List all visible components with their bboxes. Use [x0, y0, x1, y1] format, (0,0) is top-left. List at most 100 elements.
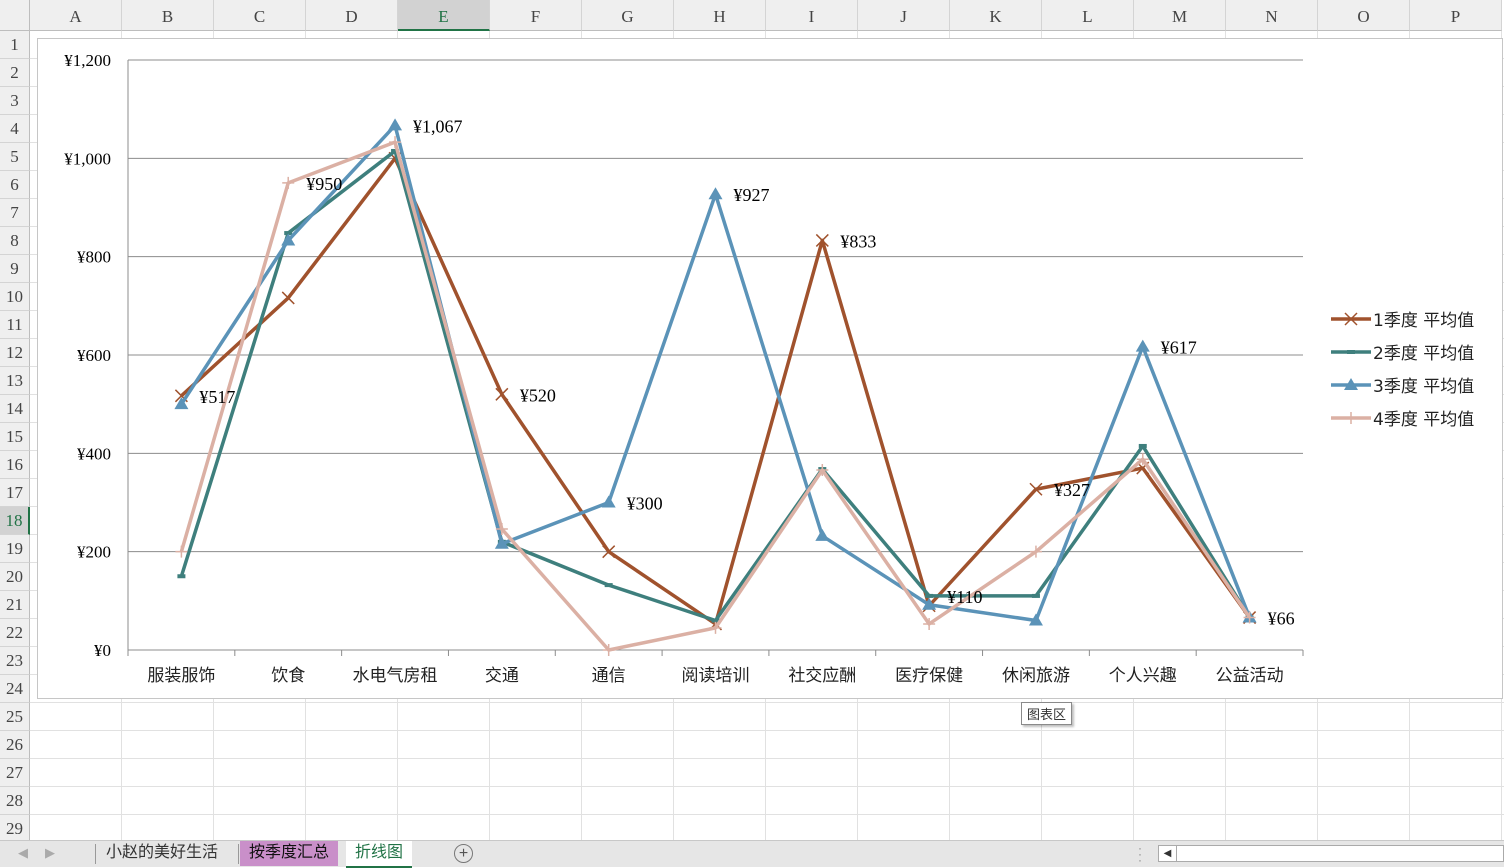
data-point-q3 [708, 187, 723, 200]
sheet-tab-line-chart[interactable]: 折线图 [346, 841, 413, 868]
data-label: ¥1,067 [413, 116, 463, 136]
sheet-tab-xiaozhao[interactable]: 小赵的美好生活 [106, 844, 219, 861]
row-header-11[interactable]: 11 [0, 311, 30, 339]
x-tick-label: 社交应酬 [788, 666, 856, 686]
row-header-1[interactable]: 1 [0, 31, 30, 59]
sheet-tab-quarterly-summary[interactable]: 按季度汇总 [240, 841, 339, 866]
column-header-K[interactable]: K [950, 0, 1042, 31]
row-header-26[interactable]: 26 [0, 731, 30, 759]
data-point-q1 [281, 291, 295, 305]
row-header-23[interactable]: 23 [0, 647, 30, 675]
data-label: ¥66 [1268, 609, 1295, 629]
column-header-E[interactable]: E [398, 0, 490, 31]
row-header-12[interactable]: 12 [0, 339, 30, 367]
row-header-10[interactable]: 10 [0, 283, 30, 311]
row-header-19[interactable]: 19 [0, 535, 30, 563]
data-label: ¥617 [1161, 338, 1197, 358]
triangle-left-icon[interactable]: ◀ [1159, 846, 1177, 861]
row-header-27[interactable]: 27 [0, 759, 30, 787]
x-tick-label: 阅读培训 [682, 666, 750, 686]
data-point-q4 [389, 136, 402, 149]
legend-marker-q4 [1345, 412, 1357, 424]
column-header-N[interactable]: N [1226, 0, 1318, 31]
data-point-q4 [709, 621, 722, 634]
y-tick-label: ¥200 [77, 543, 111, 562]
x-tick-label: 休闲旅游 [1002, 666, 1070, 686]
x-tick-label: 通信 [592, 666, 626, 686]
y-tick-label: ¥600 [77, 346, 111, 365]
row-header-8[interactable]: 8 [0, 227, 30, 255]
data-point-q4 [1029, 545, 1042, 558]
data-point-q3 [1028, 613, 1043, 626]
y-tick-label: ¥800 [77, 248, 111, 267]
data-point-q4 [602, 644, 615, 656]
column-header-O[interactable]: O [1318, 0, 1410, 31]
row-header-9[interactable]: 9 [0, 255, 30, 283]
row-header-28[interactable]: 28 [0, 787, 30, 815]
data-point-q1 [815, 233, 829, 247]
data-point-q3 [815, 528, 830, 541]
row-header-6[interactable]: 6 [0, 171, 30, 199]
chart-area[interactable]: ¥0 ¥200 ¥400 ¥600 ¥800 ¥1,000 ¥1,200 服装服饰 饮食 水电气房… [37, 38, 1503, 699]
data-point-q1 [495, 387, 509, 401]
row-header-25[interactable]: 25 [0, 703, 30, 731]
y-tick-label: ¥0 [94, 641, 111, 660]
data-point-q4 [282, 176, 295, 189]
line-chart: ¥0 ¥200 ¥400 ¥600 ¥800 ¥1,000 ¥1,200 服装服饰 饮食 水电气房… [64, 51, 1474, 686]
row-header-4[interactable]: 4 [0, 115, 30, 143]
column-header-H[interactable]: H [674, 0, 766, 31]
series-line-q1 [180, 156, 1252, 626]
y-tick-label: ¥400 [77, 444, 111, 463]
row-header-14[interactable]: 14 [0, 395, 30, 423]
column-header-J[interactable]: J [858, 0, 950, 31]
row-header-21[interactable]: 21 [0, 591, 30, 619]
row-header-16[interactable]: 16 [0, 451, 30, 479]
legend-marker-q1 [1344, 312, 1358, 326]
row-header-3[interactable]: 3 [0, 87, 30, 115]
row-header-15[interactable]: 15 [0, 423, 30, 451]
row-header-17[interactable]: 17 [0, 479, 30, 507]
column-header-B[interactable]: B [122, 0, 214, 31]
chevron-right-icon[interactable]: ▶ [45, 845, 55, 860]
x-tick-label: 个人兴趣 [1109, 666, 1177, 686]
column-header-F[interactable]: F [490, 0, 582, 31]
data-label: ¥520 [520, 385, 556, 405]
horizontal-scrollbar[interactable]: ◀ [1158, 845, 1504, 862]
gridline [30, 758, 1504, 759]
column-header-I[interactable]: I [766, 0, 858, 31]
data-label: ¥833 [840, 231, 876, 251]
chevron-left-icon[interactable]: ◀ [18, 845, 28, 860]
column-header-L[interactable]: L [1042, 0, 1134, 31]
data-label: ¥300 [627, 494, 663, 514]
select-all-corner[interactable] [0, 0, 30, 31]
plus-circle-icon[interactable]: + [454, 844, 473, 863]
row-header-24[interactable]: 24 [0, 675, 30, 703]
data-label: ¥950 [306, 174, 342, 194]
column-header-P[interactable]: P [1410, 0, 1502, 31]
row-header-13[interactable]: 13 [0, 367, 30, 395]
divider [238, 844, 239, 864]
y-tick-label: ¥1,000 [64, 149, 111, 168]
row-header-2[interactable]: 2 [0, 59, 30, 87]
column-header-C[interactable]: C [214, 0, 306, 31]
row-header-29[interactable]: 29 [0, 815, 30, 843]
x-tick-label: 医疗保健 [895, 666, 963, 686]
gridline [30, 730, 1504, 731]
data-point-q3 [1135, 339, 1150, 352]
data-point-q4 [816, 464, 829, 477]
row-header-7[interactable]: 7 [0, 199, 30, 227]
series-line-q3 [179, 123, 1252, 623]
data-label: ¥327 [1054, 480, 1090, 500]
splitter-handle[interactable]: · · · [1138, 841, 1142, 867]
column-header-M[interactable]: M [1134, 0, 1226, 31]
column-header-G[interactable]: G [582, 0, 674, 31]
data-point-q3 [388, 118, 403, 131]
data-label: ¥517 [199, 387, 235, 407]
row-header-20[interactable]: 20 [0, 563, 30, 591]
row-header-22[interactable]: 22 [0, 619, 30, 647]
column-header-D[interactable]: D [306, 0, 398, 31]
row-header-5[interactable]: 5 [0, 143, 30, 171]
legend-label-q3: 3季度 平均值 [1373, 377, 1474, 397]
column-header-A[interactable]: A [30, 0, 122, 31]
row-header-18[interactable]: 18 [0, 507, 30, 535]
